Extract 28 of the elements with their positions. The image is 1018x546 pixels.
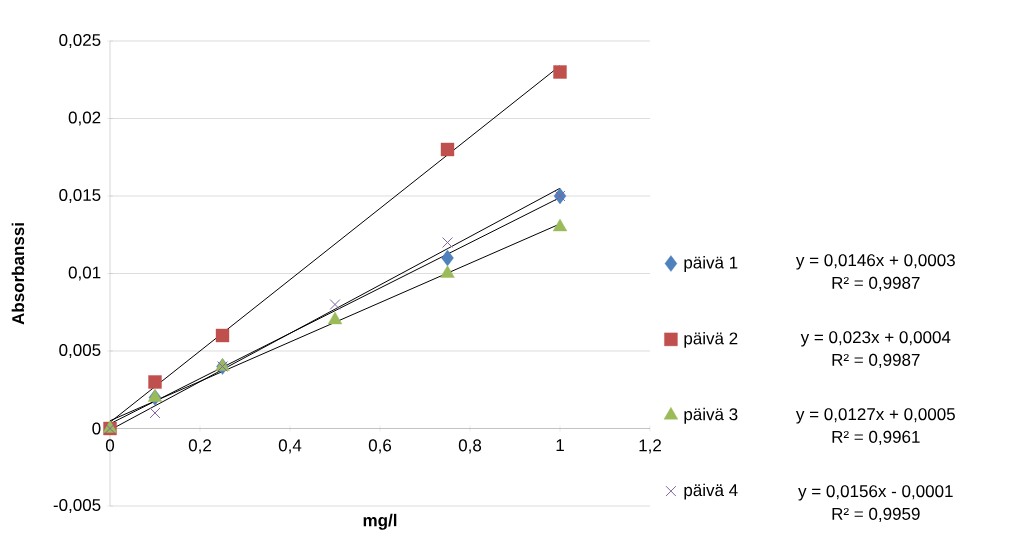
x-tick-label: 1,2 [639,439,661,454]
text: y = 0,023x + 0,0004 [800,331,951,347]
text: y = 0,0146x + 0,0003 [795,254,955,270]
y-tick-label: 0,02 [68,111,101,126]
y-tick-label: 0,005 [59,343,101,359]
x-tick-label: 1 [556,439,564,452]
y-tick-label: 0,01 [68,266,101,281]
legend-label: päivä 2 [684,331,738,348]
text: R² = 0,9959 [832,507,920,522]
y-tick-label: 0,015 [59,188,101,204]
legend-label: päivä 3 [684,407,738,424]
x-tick-label: 0,8 [458,439,482,454]
legend-label: päivä 4 [684,483,738,500]
y-tick-label: -0,005 [53,498,101,514]
y-tick-label: 0 [92,422,101,435]
x-tick-label: 0,4 [278,439,302,454]
x-tick-label: 0,6 [368,439,392,454]
text: R² = 0,9987 [832,276,920,291]
x-axis-title: mg/l [363,513,397,530]
text: y = 0,0156x - 0,0001 [798,485,953,501]
x-tick-label: 0,2 [188,439,211,454]
legend-label: päivä 1 [684,256,738,272]
y-axis-title: Absorbanssi [11,223,25,325]
text: R² = 0,9961 [832,430,920,445]
text: R² = 0,9987 [832,353,920,368]
y-tick-label: 0,025 [59,33,101,49]
x-tick-label: 0 [105,439,115,452]
text: y = 0,0127x + 0,0005 [795,408,955,424]
